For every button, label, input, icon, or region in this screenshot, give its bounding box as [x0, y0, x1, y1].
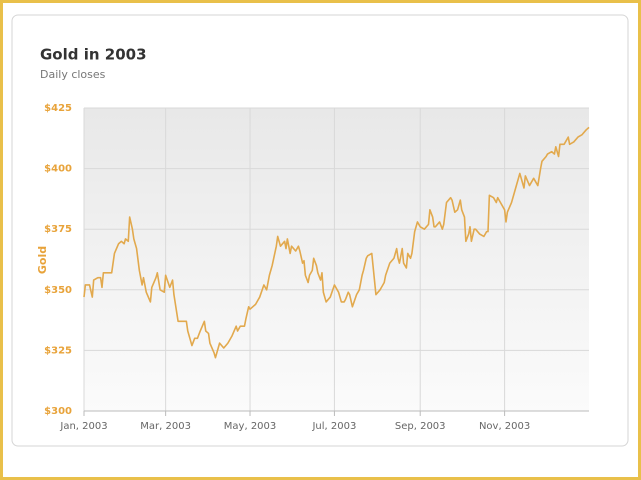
y-tick-label: $400 — [44, 164, 72, 175]
line — [83, 126, 590, 359]
y-tick-label: $350 — [44, 285, 72, 296]
x-tick-label: Jul, 2003 — [311, 421, 356, 432]
plot-area — [84, 108, 589, 411]
x-tick-label: Sep, 2003 — [395, 421, 446, 432]
x-tick-label: Mar, 2003 — [140, 421, 191, 432]
y-tick-label: $325 — [44, 345, 72, 356]
y-tick-label: $375 — [44, 224, 72, 235]
x-tick-label: May, 2003 — [224, 421, 276, 432]
y-axis-label: Gold — [36, 246, 49, 274]
y-tick-label: $425 — [44, 103, 72, 114]
x-tick-label: Nov, 2003 — [479, 421, 530, 432]
x-tick-label: Jan, 2003 — [59, 421, 107, 432]
y-tick-label: $300 — [44, 406, 72, 417]
chart-subtitle: Daily closes — [40, 68, 106, 81]
chart-title: Gold in 2003 — [40, 46, 147, 64]
